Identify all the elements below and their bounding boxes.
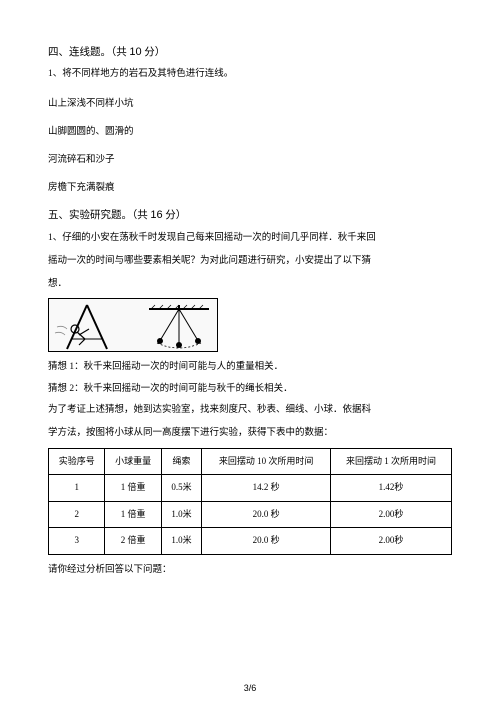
section-5-q1-line2: 摇动一次的时间与哪些要素相关呢？为对此问题进行研究，小安提出了以下猜 [48,253,452,270]
table-row: 2 1 倍重 1.0米 20.0 秒 2.00秒 [49,501,452,528]
guess-2-text: 秋千来回摇动一次的时间可能与秋千的绳长相关． [84,384,293,394]
after-table-prompt: 请你经过分析回答以下问题： [48,561,452,575]
cell-t10: 20.0 秒 [202,528,331,555]
experiment-figure [48,298,218,352]
section-4-title-prefix: 四、连线题。（共 [48,47,129,58]
section-5-title-prefix: 五、实验研究题。（共 [48,210,150,221]
cell-rope: 0.5米 [161,475,201,502]
section-5-points: 16 [150,209,162,221]
section-4-item-3: 河流碎石和沙子 [48,151,452,165]
th-t1: 来回摆动 1 次所用时间 [331,448,452,475]
section-4-q1: 1、将不同样地方的岩石及其特色进行连线。 [48,67,452,81]
section-4-item-1: 山上深浅不同样小坑 [48,95,452,109]
cell-weight: 1 倍重 [105,501,161,528]
table-row: 3 2 倍重 1.0米 20.0 秒 2.00秒 [49,528,452,555]
cell-rope: 1.0米 [161,528,201,555]
cell-t1: 1.42秒 [331,475,452,502]
cell-weight: 2 倍重 [105,528,161,555]
cell-rope: 1.0米 [161,501,201,528]
th-t10: 来回摆动 10 次所用时间 [202,448,331,475]
th-seq: 实验序号 [49,448,105,475]
page-total: 6 [251,683,256,693]
page-current: 3 [244,683,249,693]
section-4-item-4: 房檐下充满裂痕 [48,179,452,193]
table-row: 1 1 倍重 0.5米 14.2 秒 1.42秒 [49,475,452,502]
section-5-title-suffix: 分） [163,210,187,221]
section-4-points: 10 [129,46,141,58]
page-number: 3/6 [0,683,500,693]
cell-t1: 2.00秒 [331,501,452,528]
guess-1: 猜想 1：秋千来回摇动一次的时间可能与人的重量相关． [48,358,452,372]
guess-2: 猜想 2：秋千来回摇动一次的时间可能与秋千的绳长相关． [48,380,452,394]
cell-n: 1 [49,475,105,502]
table-header-row: 实验序号 小球重量 绳索 来回摆动 10 次所用时间 来回摆动 1 次所用时间 [49,448,452,475]
section-4-item-2: 山脚圆圆的、圆滑的 [48,123,452,137]
section-4-title: 四、连线题。（共 10 分） [48,44,452,59]
cell-t10: 20.0 秒 [202,501,331,528]
explain-line-1: 为了考证上述猜想，她到达实验室，找来刻度尺、秒表、细线、小球．依据科 [48,402,452,419]
cell-t10: 14.2 秒 [202,475,331,502]
guess-2-label: 猜想 2： [48,384,84,394]
guess-1-text: 秋千来回摇动一次的时间可能与人的重量相关． [84,362,284,372]
section-5-title: 五、实验研究题。（共 16 分） [48,207,452,222]
cell-weight: 1 倍重 [105,475,161,502]
section-4-title-suffix: 分） [142,47,166,58]
experiment-data-table: 实验序号 小球重量 绳索 来回摆动 10 次所用时间 来回摆动 1 次所用时间 … [48,448,452,555]
cell-n: 3 [49,528,105,555]
th-rope: 绳索 [161,448,201,475]
cell-t1: 2.00秒 [331,528,452,555]
th-weight: 小球重量 [105,448,161,475]
cell-n: 2 [49,501,105,528]
section-5-q1-line1: 1、仔细的小安在荡秋千时发现自己每来回摇动一次的时间几乎同样．秋千来回 [48,230,452,247]
swing-pendulum-icon [49,299,219,353]
section-5-q1-line3: 想． [48,276,452,293]
explain-line-2: 学方法，按图将小球从同一高度摆下进行实验，获得下表中的数据： [48,425,452,442]
guess-1-label: 猜想 1： [48,362,84,372]
